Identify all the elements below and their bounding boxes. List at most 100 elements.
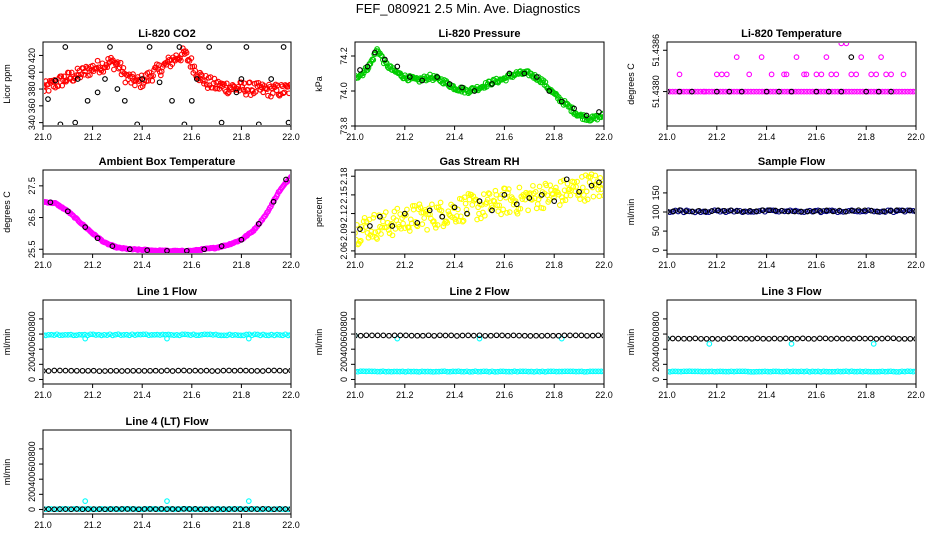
data-point [114, 59, 121, 65]
data-point [56, 332, 63, 339]
data-point [403, 212, 409, 218]
data-point [436, 368, 442, 375]
data-point [871, 208, 877, 215]
x-tick-label: 21.0 [34, 260, 52, 270]
x-tick-label: 21.4 [758, 260, 776, 270]
data-point [243, 331, 250, 338]
data-point [238, 76, 245, 82]
data-point [209, 506, 215, 512]
data-point [84, 97, 91, 104]
x-tick-label: 21.6 [496, 132, 514, 142]
data-point [235, 332, 241, 339]
data-point [476, 332, 483, 339]
data-point [527, 333, 534, 339]
data-point [736, 368, 743, 375]
data-point [429, 201, 435, 208]
data-point [768, 71, 775, 78]
data-point [196, 332, 202, 339]
data-point [140, 331, 147, 338]
data-point [820, 368, 827, 375]
data-point [563, 176, 570, 183]
data-point [478, 368, 484, 375]
data-point [888, 71, 894, 78]
data-point [214, 368, 221, 374]
data-point [51, 367, 58, 374]
data-point [732, 335, 738, 342]
data-point [243, 506, 249, 513]
data-point [843, 368, 849, 375]
data-point [589, 332, 596, 339]
data-point [130, 367, 137, 374]
data-point [596, 193, 603, 200]
data-point [377, 213, 383, 220]
plot-frame [354, 299, 605, 385]
data-point [692, 368, 698, 375]
data-point [485, 190, 492, 196]
data-point [882, 88, 889, 95]
data-point [187, 332, 194, 338]
data-point [90, 367, 97, 374]
data-point [883, 71, 889, 78]
data-point [668, 88, 670, 95]
data-point [451, 204, 458, 211]
data-point [560, 177, 567, 184]
data-point [759, 207, 766, 214]
y-tick-label: 0 [651, 248, 661, 253]
panel-title: Gas Stream RH [439, 156, 519, 168]
data-point [668, 336, 670, 342]
data-point [45, 368, 52, 374]
data-point [285, 119, 290, 125]
data-point [575, 368, 582, 375]
data-point [534, 201, 541, 207]
data-point [884, 335, 891, 342]
data-point [94, 57, 101, 64]
data-point [815, 368, 821, 375]
data-point [220, 506, 227, 512]
data-point [356, 368, 361, 375]
data-point [787, 368, 793, 375]
data-point [856, 335, 863, 342]
data-point [186, 368, 193, 374]
x-tick-label: 21.8 [545, 390, 563, 400]
data-point [357, 368, 364, 375]
data-point [437, 199, 444, 206]
data-point [846, 88, 852, 95]
data-point [394, 63, 401, 70]
data-point [913, 208, 915, 214]
data-point [73, 367, 80, 374]
data-point [82, 224, 89, 230]
data-point [367, 223, 373, 229]
data-point [669, 368, 676, 375]
data-point [79, 367, 86, 374]
y-tick-label: 400 [27, 342, 37, 357]
data-point [858, 54, 865, 60]
data-point [558, 194, 565, 200]
data-point [517, 368, 523, 375]
data-point [536, 368, 543, 375]
data-point [550, 368, 557, 375]
data-point [851, 88, 858, 95]
data-point [837, 368, 844, 375]
data-point [138, 72, 145, 79]
plot-area [356, 171, 603, 248]
data-point [134, 121, 141, 125]
data-point [832, 88, 838, 95]
data-point [803, 71, 810, 78]
data-point [134, 331, 141, 338]
data-point [126, 246, 133, 253]
data-point [212, 331, 219, 338]
data-point [224, 506, 230, 513]
data-point [706, 209, 712, 215]
data-point [274, 331, 280, 338]
data-point [151, 331, 158, 338]
data-point [188, 97, 195, 104]
data-point [726, 88, 733, 95]
y-axis-label: ml/min [314, 329, 324, 356]
data-point [260, 331, 266, 338]
data-point [887, 208, 894, 214]
data-point [516, 332, 522, 339]
data-point [756, 368, 763, 375]
data-point [107, 367, 114, 374]
data-point [226, 367, 232, 374]
data-point [715, 336, 721, 342]
